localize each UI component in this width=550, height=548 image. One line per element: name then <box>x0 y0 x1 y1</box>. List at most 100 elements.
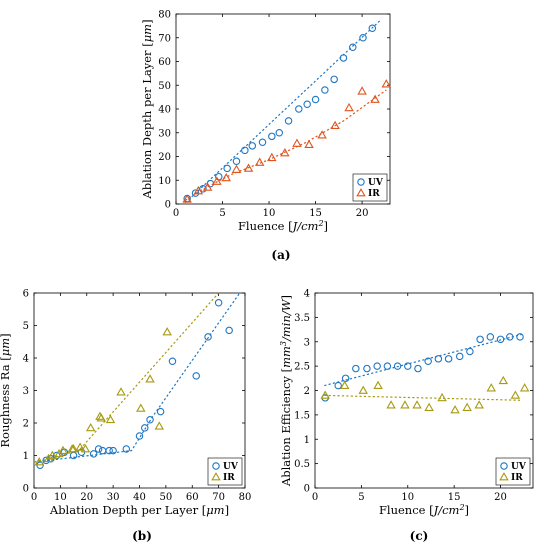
x-tick-label: 0 <box>31 492 37 503</box>
point-uv-11 <box>434 355 443 363</box>
point-ir-7 <box>75 442 85 451</box>
point-uv-19 <box>516 333 524 341</box>
point-uv-17 <box>168 357 177 365</box>
legend-box <box>495 457 531 486</box>
point-uv-18 <box>192 372 200 380</box>
point-ir-11 <box>95 411 105 420</box>
point-uv-14 <box>303 100 311 109</box>
point-ir-16 <box>370 94 380 103</box>
point-uv-10 <box>268 132 276 141</box>
point-ir-14 <box>510 390 521 399</box>
point-uv-13 <box>295 105 303 113</box>
y-tick-label: 5 <box>23 321 29 332</box>
point-uv-14 <box>466 347 474 356</box>
y-tick-label: 10 <box>158 176 171 187</box>
y-tick-label: 1 <box>304 435 310 446</box>
point-uv-9 <box>98 446 107 455</box>
point-ir-17 <box>162 327 172 336</box>
y-tick-label: 0.5 <box>294 459 310 470</box>
x-tick-label: 70 <box>212 492 225 503</box>
y-tick-label: 4 <box>304 289 310 300</box>
x-tick-label: 60 <box>186 492 199 503</box>
trend-line-uv <box>324 333 523 387</box>
y-tick-label: 60 <box>158 57 171 68</box>
point-uv-18 <box>506 333 514 341</box>
x-axis-label: Fluence [J/cm2] <box>238 219 328 234</box>
point-ir-3 <box>212 176 222 185</box>
point-uv-12 <box>284 117 293 125</box>
point-ir-6 <box>68 444 79 453</box>
point-uv-4 <box>363 364 371 373</box>
y-tick-label: 2 <box>23 419 29 430</box>
caption-b: (b) <box>132 529 152 543</box>
y-tick-label: 30 <box>158 128 171 139</box>
x-tick-label: 20 <box>80 492 93 503</box>
point-ir-11 <box>304 139 314 149</box>
point-ir-12 <box>317 130 327 139</box>
point-ir-legend <box>211 472 221 481</box>
point-ir-15 <box>519 383 530 392</box>
point-uv-7 <box>241 146 249 155</box>
point-uv-8 <box>404 362 412 370</box>
point-ir-17 <box>381 79 392 88</box>
point-ir-13 <box>498 375 509 385</box>
point-ir-16 <box>145 374 155 383</box>
point-uv-1 <box>42 456 50 465</box>
x-tick-label: 10 <box>54 492 67 503</box>
y-tick-label: 6 <box>23 289 29 300</box>
point-uv-10 <box>105 446 113 455</box>
point-ir-8 <box>267 152 277 162</box>
x-tick-label: 0 <box>173 208 179 219</box>
y-tick-label: 0 <box>165 200 171 211</box>
y-tick-label: 2.5 <box>294 362 310 373</box>
point-uv-15 <box>311 95 320 104</box>
y-tick-label: 70 <box>158 33 171 44</box>
point-ir-10 <box>292 138 302 147</box>
point-uv-14 <box>141 424 149 432</box>
point-ir-3 <box>373 380 383 390</box>
point-ir-10 <box>462 402 472 411</box>
point-ir-14 <box>136 403 146 412</box>
point-ir-legend <box>356 188 366 197</box>
y-tick-label: 2 <box>304 386 310 397</box>
point-uv-legend <box>357 178 365 186</box>
point-ir-13 <box>116 387 126 396</box>
y-axis-label: Roughness Ra [μm] <box>0 333 12 447</box>
y-tick-label: 3 <box>304 337 310 348</box>
point-uv-5 <box>373 362 381 370</box>
y-tick-label: 4 <box>23 354 29 365</box>
point-uv-9 <box>414 364 422 373</box>
point-uv-legend <box>500 462 508 470</box>
point-uv-17 <box>330 75 338 84</box>
x-axis-label: Ablation Depth per Layer [μm] <box>49 503 229 517</box>
point-ir-15 <box>357 86 367 95</box>
point-uv-21 <box>225 326 233 335</box>
point-ir-13 <box>330 120 340 130</box>
y-tick-label: 0 <box>23 484 29 495</box>
point-uv-10 <box>424 357 432 365</box>
point-ir-9 <box>85 422 96 432</box>
point-ir-0 <box>34 457 45 466</box>
x-tick-label: 5 <box>358 492 364 503</box>
point-uv-8 <box>94 445 103 453</box>
legend-label-ir: IR <box>511 473 523 483</box>
trend-line-ir <box>33 292 220 463</box>
x-tick-label: 40 <box>133 492 146 503</box>
point-uv-3 <box>352 364 360 373</box>
point-ir-4 <box>221 172 231 182</box>
point-ir-2 <box>358 385 368 394</box>
legend-label-uv: UV <box>511 462 527 472</box>
y-tick-label: 80 <box>158 10 171 21</box>
point-uv-20 <box>359 33 367 42</box>
x-tick-label: 20 <box>356 208 369 219</box>
point-uv-13 <box>135 432 144 440</box>
point-uv-6 <box>232 157 241 166</box>
point-ir-legend <box>499 472 509 481</box>
point-uv-18 <box>339 54 348 62</box>
point-ir-11 <box>474 400 484 409</box>
legend-label-uv: UV <box>368 178 384 188</box>
point-uv-2 <box>341 374 350 383</box>
point-ir-0 <box>182 194 192 203</box>
y-tick-label: 3 <box>23 386 29 397</box>
legend-label-uv: UV <box>223 462 239 472</box>
